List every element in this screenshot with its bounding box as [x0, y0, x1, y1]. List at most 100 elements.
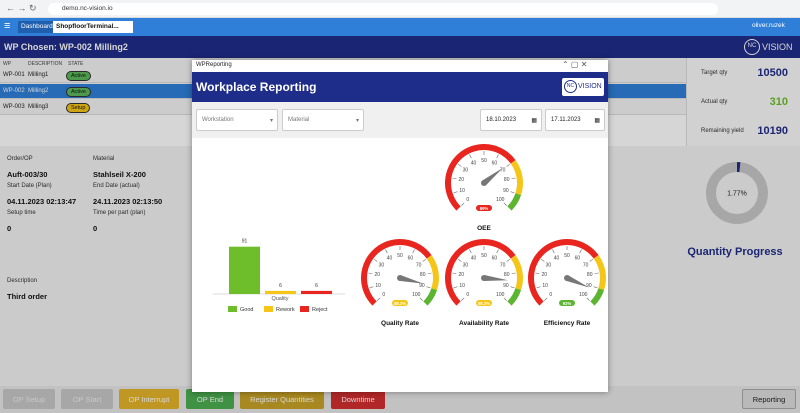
header: WP Chosen: WP-002 Milling2 NC VISION [0, 36, 800, 58]
gauge-tick-label: 60 [408, 255, 414, 261]
tab[interactable]: Dashboard [18, 21, 56, 33]
gauge-tick [373, 258, 378, 262]
state-pill: Setup [66, 103, 91, 113]
gauge-tick-label: 50 [481, 253, 487, 259]
downtime-button[interactable]: Downtime [331, 389, 385, 409]
gauge-band [590, 288, 605, 306]
gauge-tick-label: 60 [492, 255, 498, 261]
gauge-needle [399, 275, 424, 284]
material-select[interactable]: Material ▾ [282, 109, 364, 131]
state-pill: Active [66, 87, 91, 97]
gauge-band [426, 255, 439, 291]
gauge-tick-label: 50 [564, 253, 570, 259]
nav-icons[interactable]: ← → ↻ [6, 3, 37, 13]
gauge-tick [377, 297, 381, 301]
quantity-label: Actual qty [701, 99, 728, 105]
gauge-tick-label: 90 [503, 283, 509, 289]
detail-label: Time per part (plan) [93, 210, 146, 216]
cell: Milling2 [28, 88, 49, 94]
gauge-tick [511, 177, 516, 179]
window-title: WPReporting [196, 62, 232, 68]
value-pill [476, 300, 492, 306]
gauge-band [507, 193, 522, 211]
menu-icon[interactable]: ≡ [4, 20, 11, 32]
donut-label: 1.77% [727, 191, 747, 198]
logo-text: VISION [578, 83, 602, 90]
gauge-tick [540, 258, 545, 262]
gauge-tick [544, 297, 548, 301]
quantities: Target qty 10500 Actual qty 310 Remaining yi… [686, 58, 800, 146]
quantity-value: 10190 [757, 125, 788, 137]
date-from[interactable]: 18.10.2023 ▦ [480, 109, 542, 131]
modal-title: Workplace Reporting [196, 80, 317, 94]
gauge-tick-label: 100 [496, 292, 505, 298]
detail-value: 04.11.2023 02:13:47 [7, 197, 77, 206]
bar [229, 246, 260, 294]
gauge-title: OEE [477, 225, 491, 232]
gauge-tick-label: 10 [542, 283, 548, 289]
gauge-value-label: 85.3% [478, 301, 490, 306]
legend-swatch [300, 306, 309, 312]
order-details: Order/OP Auft-003/30 Material Stahlseil X-2… [0, 146, 190, 301]
gauge-band [510, 160, 523, 196]
gauge-tick-label: 70 [416, 262, 422, 268]
gauge-needle [483, 275, 508, 281]
gauge-value-label: 69% [480, 206, 489, 211]
browser-bar: ← → ↻ demo.nc-vision.io [0, 0, 800, 18]
value-pill [476, 205, 492, 211]
data-label: 91 [242, 239, 248, 245]
gauge-tick-label: 100 [412, 292, 421, 298]
gauge-tick-label: 30 [546, 262, 552, 268]
gauge-tick [461, 297, 465, 301]
quantity-label: Target qty [701, 70, 728, 76]
op-start-button[interactable]: OP Start [61, 389, 113, 409]
op-end-button[interactable]: OP End [186, 389, 234, 409]
quantity-value: 310 [769, 96, 788, 108]
header-title: WP Chosen: WP-002 Milling2 [4, 42, 128, 52]
gauge-tick-label: 30 [379, 262, 385, 268]
user[interactable]: oliver.ruzek [752, 22, 785, 29]
url[interactable]: demo.nc-vision.io [62, 5, 113, 12]
gauge-tick-label: 0 [382, 292, 385, 298]
workstation-select[interactable]: Workstation ▾ [196, 109, 278, 131]
gauge-tick [586, 297, 590, 301]
date-to[interactable]: 17.11.2023 ▦ [545, 109, 605, 131]
gauge-hub [397, 275, 403, 281]
gauge-tick [469, 249, 472, 254]
gauge-band [528, 239, 599, 306]
gauge-tick-label: 0 [466, 292, 469, 298]
value-pill [559, 300, 575, 306]
op-setup-button[interactable]: OP Setup [3, 389, 55, 409]
column-header: DESCRIPTION [28, 61, 63, 67]
gauge-tick [579, 249, 582, 254]
tab[interactable]: ShopfloorTerminal... [53, 21, 133, 33]
window-controls[interactable]: ⌃ ▢ ✕ [562, 60, 588, 69]
register-quantities-button[interactable]: Register Quantities [240, 389, 324, 409]
gauge-tick [453, 191, 458, 194]
gauge-tick [535, 272, 540, 274]
op-interrupt-button[interactable]: OP Interrupt [119, 389, 179, 409]
reporting-button[interactable]: Reporting [742, 389, 796, 409]
gauge-band [445, 239, 516, 306]
detail-value: 0 [7, 224, 12, 233]
app-bar: ≡ Dashboard ShopfloorTerminal... oliver.… [0, 18, 800, 36]
date-text: 17.11.2023 [551, 117, 581, 123]
gauge-hub [481, 275, 487, 281]
gauge-tick [427, 272, 432, 274]
gauge-tick [452, 272, 457, 274]
gauge-tick-label: 60 [575, 255, 581, 261]
cell: Milling3 [28, 104, 49, 110]
legend-label: Rework [276, 307, 295, 313]
gauge-tick [594, 272, 599, 274]
cell: WP-003 [3, 104, 25, 110]
legend-swatch [264, 306, 273, 312]
detail-label: Material [93, 156, 115, 162]
gauge-tick [506, 163, 511, 167]
gauge-tick-label: 90 [586, 283, 592, 289]
gauge-needle [565, 275, 590, 288]
gauge-tick [469, 154, 472, 159]
gauge-tick-label: 20 [375, 272, 381, 278]
gauge-tick-label: 40 [554, 255, 560, 261]
progress-title: Quantity Progress [687, 246, 782, 258]
